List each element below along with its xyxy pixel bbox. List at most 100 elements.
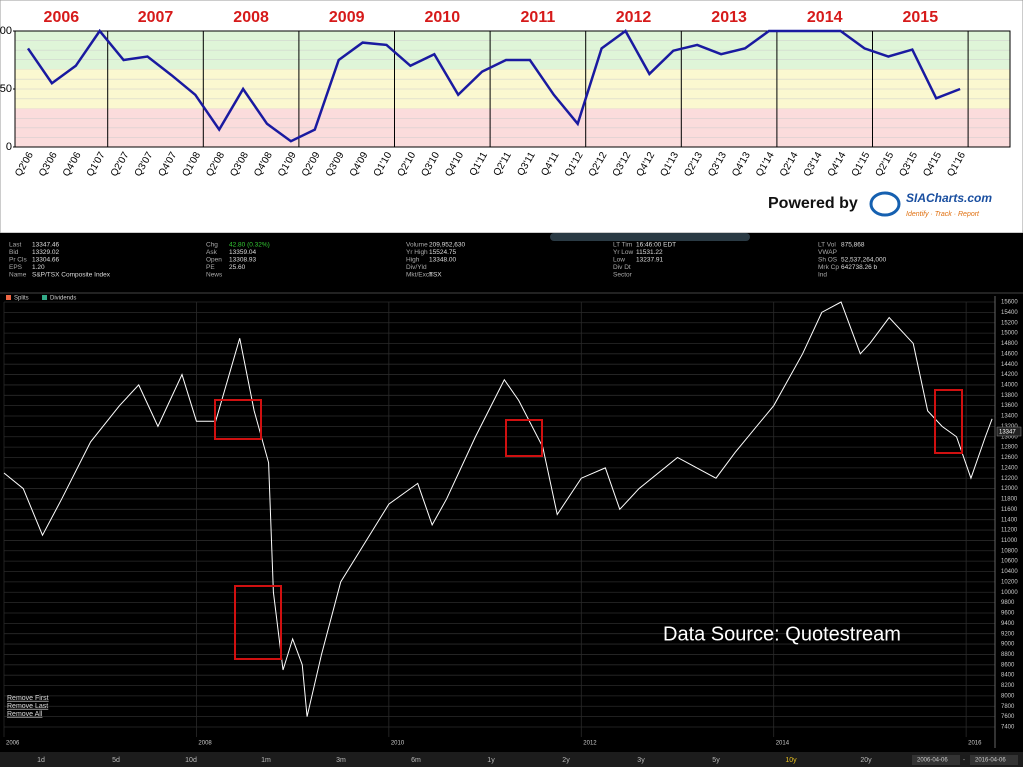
y-tick-label: 8400	[1001, 673, 1015, 679]
y-tick-label: 14400	[1001, 362, 1018, 368]
field-label: Yr Low	[613, 249, 634, 256]
legend-label[interactable]: Dividends	[50, 296, 76, 302]
highlight-box	[934, 389, 963, 454]
field-label: Pr Cls	[9, 257, 27, 264]
price-chart: Splits Dividends 7400 7600 7800 8000 8200 8400 8…	[0, 292, 1023, 748]
field-label: Chg	[206, 242, 218, 249]
field-label: Sh OS	[818, 257, 838, 264]
field-label: News	[206, 272, 223, 279]
x-tick-label: 2016	[968, 741, 982, 747]
field-value: 25.60	[229, 264, 246, 271]
range-button[interactable]: 3y	[637, 757, 645, 764]
field-value: 13304.66	[32, 257, 59, 264]
last-label: 13347	[999, 430, 1016, 436]
year-label: 2009	[329, 9, 365, 26]
field-label: PE	[206, 264, 215, 271]
y-tick-label: 13400	[1001, 414, 1018, 420]
year-label: 2012	[616, 9, 652, 26]
date-box	[912, 755, 960, 765]
y-tick-label: 7400	[1001, 725, 1015, 731]
field-value: 13237.91	[636, 257, 663, 264]
y-tick-label: 12200	[1001, 476, 1018, 482]
range-button[interactable]: 6m	[411, 757, 421, 764]
y-tick-label: 10800	[1001, 548, 1018, 554]
range-button[interactable]: 5y	[712, 757, 720, 764]
x-tick-label: 2012	[583, 741, 597, 747]
y-tick-label: 7600	[1001, 714, 1015, 720]
legend-swatch	[42, 295, 47, 300]
bottom-panel	[0, 233, 1023, 767]
last-box	[996, 426, 1022, 437]
year-label: 2007	[138, 9, 174, 26]
y-tick-label: 15600	[1001, 300, 1018, 306]
field-label: Open	[206, 257, 222, 264]
y-tick-label: 100	[0, 25, 12, 37]
field-label: High	[406, 257, 420, 264]
y-tick-label: 50	[0, 83, 12, 95]
highlight-box	[234, 585, 282, 660]
field-value: 13308.93	[229, 257, 256, 264]
field-value: 209,952,630	[429, 242, 466, 249]
price-line	[3, 301, 993, 717]
field-value: 13329.02	[32, 249, 59, 256]
top-chart: 0 50 100 2006 2007 2008 2009 2010 2011 2012 2013 20…	[0, 9, 1011, 218]
field-label: LT Vol	[818, 242, 836, 249]
range-button[interactable]: 1d	[37, 757, 45, 764]
y-tick-label: 15000	[1001, 331, 1018, 337]
y-tick-label: 7800	[1001, 704, 1015, 710]
y-tick-label: 8800	[1001, 652, 1015, 658]
field-value: S&P/TSX Composite Index	[32, 272, 111, 279]
highlight-box	[505, 419, 543, 457]
y-tick-label: 9200	[1001, 631, 1015, 637]
range-button[interactable]: 2y	[562, 757, 570, 764]
y-tick-label: 12400	[1001, 465, 1018, 471]
remove-link[interactable]: Remove First	[7, 695, 49, 702]
powered-by: Powered by	[768, 195, 858, 212]
range-button[interactable]: 1m	[261, 757, 271, 764]
y-tick-label: 8200	[1001, 683, 1015, 689]
field-label: EPS	[9, 264, 23, 271]
field-value: 16:46:00 EDT	[636, 242, 676, 249]
legend-swatch	[6, 295, 11, 300]
y-tick-label: 11200	[1001, 528, 1018, 534]
logo-icon	[869, 191, 901, 217]
field-value: TSX	[429, 272, 442, 279]
toolbar-bg	[0, 752, 1023, 767]
range-button[interactable]: 20y	[860, 757, 872, 764]
date-from[interactable]: 2006-04-06	[917, 758, 948, 764]
y-tick-label: 10400	[1001, 569, 1018, 575]
field-label: Ind	[818, 272, 827, 279]
range-button[interactable]: 10d	[185, 757, 197, 764]
date-to[interactable]: 2016-04-06	[975, 758, 1006, 764]
y-tick-label: 9600	[1001, 611, 1015, 617]
y-tick-label: 12600	[1001, 455, 1018, 461]
y-tick-label: 14000	[1001, 383, 1018, 389]
y-tick-label: 0	[6, 141, 12, 153]
range-button[interactable]: 1y	[487, 757, 495, 764]
range-button[interactable]: 5d	[112, 757, 120, 764]
y-tick-label: 13800	[1001, 393, 1018, 399]
x-tick-label: 2006	[6, 741, 20, 747]
date-sep: -	[963, 758, 965, 764]
field-label: Div Dt	[613, 264, 631, 271]
field-value: 42.80 (0.32%)	[229, 242, 270, 249]
field-label: LT Tim	[613, 242, 632, 249]
y-tick-label: 11800	[1001, 497, 1018, 503]
y-tick-label: 12000	[1001, 486, 1018, 492]
y-tick-label: 11600	[1001, 507, 1018, 513]
y-tick-label: 9000	[1001, 642, 1015, 648]
range-button[interactable]: 3m	[336, 757, 346, 764]
field-label: Yr High	[406, 249, 428, 256]
field-value: 13359.04	[229, 249, 256, 256]
range-button[interactable]: 10y	[785, 757, 797, 764]
remove-link[interactable]: Remove All	[7, 711, 43, 718]
y-tick-label: 11400	[1001, 517, 1018, 523]
year-label: 2006	[44, 9, 80, 26]
legend-label[interactable]: Splits	[14, 296, 29, 302]
y-tick-label: 11000	[1001, 538, 1018, 544]
field-value: 13347.46	[32, 242, 59, 249]
remove-link[interactable]: Remove Last	[7, 703, 48, 710]
x-tick-label: 2014	[776, 741, 790, 747]
